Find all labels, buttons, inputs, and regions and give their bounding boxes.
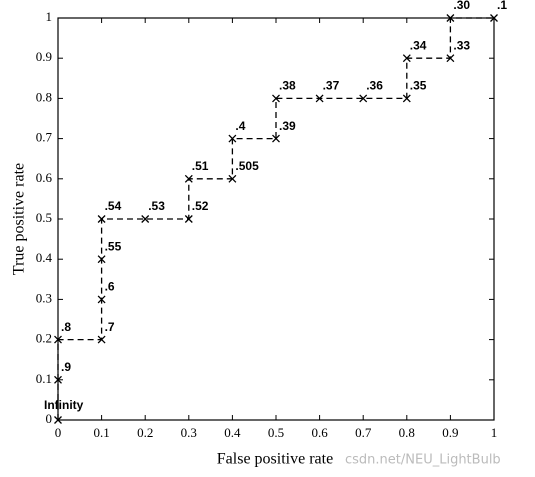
x-tick-label: 0 [55, 425, 62, 440]
point-label: .52 [192, 199, 209, 213]
marker [272, 94, 280, 103]
marker [402, 54, 411, 63]
point-label: .39 [279, 119, 296, 133]
marker [184, 215, 193, 223]
x-tick-label: 1 [491, 425, 498, 440]
marker [446, 14, 455, 22]
point-label: .55 [105, 239, 122, 253]
y-tick-label: 0.2 [36, 331, 52, 346]
point-label: .35 [410, 79, 427, 93]
point-label: .38 [279, 79, 296, 93]
marker [184, 174, 193, 183]
marker [54, 416, 62, 424]
marker [446, 54, 455, 63]
marker [97, 215, 106, 223]
y-tick-label: 0.3 [36, 290, 52, 305]
marker [359, 94, 368, 103]
x-tick-label: 0.1 [93, 425, 109, 440]
point-label: .30 [453, 0, 470, 12]
x-tick-label: 0.3 [181, 425, 197, 440]
x-tick-label: 0.5 [268, 425, 284, 440]
y-tick-label: 0.4 [36, 250, 53, 265]
point-label: .9 [61, 360, 71, 374]
point-label: .34 [410, 38, 427, 52]
point-label: .37 [323, 79, 340, 93]
point-label: .53 [148, 199, 165, 213]
y-tick-label: 0.9 [36, 49, 52, 64]
point-label: .54 [105, 199, 122, 213]
y-tick-label: 0 [46, 411, 53, 426]
y-axis-label: True positive rate [11, 163, 28, 275]
marker [272, 134, 280, 143]
point-label: Infinity [44, 398, 84, 412]
x-axis-label: False positive rate [217, 451, 333, 468]
x-tick-label: 0.2 [137, 425, 153, 440]
plot-frame [57, 17, 495, 421]
point-label: .505 [235, 159, 259, 173]
y-tick-label: 0.6 [36, 170, 53, 185]
point-label: .8 [61, 320, 71, 334]
marker [97, 295, 106, 304]
marker [490, 14, 498, 22]
marker [402, 94, 411, 103]
point-label: .7 [105, 320, 115, 334]
y-tick-label: 0.1 [36, 371, 52, 386]
x-tick-label: 0.6 [311, 425, 328, 440]
x-tick-label: 0.9 [442, 425, 458, 440]
marker [228, 134, 237, 143]
y-tick-label: 0.8 [36, 89, 52, 104]
x-tick-label: 0.4 [224, 425, 241, 440]
point-label: .33 [453, 38, 470, 52]
point-label: .36 [366, 79, 383, 93]
roc-line [57, 17, 494, 420]
marker [228, 174, 237, 183]
y-tick-label: 0.7 [36, 130, 53, 145]
marker [97, 255, 106, 264]
watermark: csdn.net/NEU_LightBulb [345, 453, 501, 468]
marker [141, 215, 150, 223]
marker [54, 375, 62, 384]
point-label: .6 [105, 280, 115, 294]
point-label: .4 [235, 119, 245, 133]
x-tick-label: 0.7 [355, 425, 372, 440]
marker [97, 335, 106, 344]
y-tick-label: 1 [46, 9, 53, 24]
point-label: .51 [192, 159, 209, 173]
point-label: .1 [497, 0, 507, 12]
marker [315, 94, 324, 103]
x-tick-label: 0.8 [399, 425, 415, 440]
marker [54, 335, 62, 344]
y-tick-label: 0.5 [36, 210, 52, 225]
